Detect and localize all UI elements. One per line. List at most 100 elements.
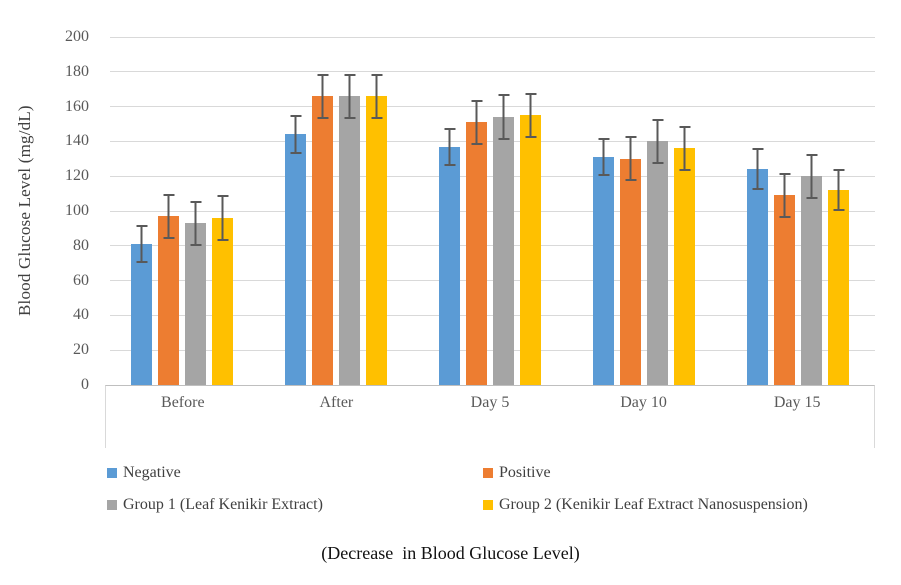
error-bar bbox=[290, 115, 301, 154]
bar bbox=[339, 96, 360, 385]
error-bar bbox=[217, 195, 228, 241]
gridline bbox=[110, 245, 875, 247]
error-bar bbox=[652, 118, 663, 165]
gridline bbox=[110, 36, 875, 38]
legend-swatch-icon bbox=[107, 500, 117, 510]
bar-groups bbox=[105, 37, 875, 385]
bar bbox=[674, 148, 695, 385]
y-tick-label: 180 bbox=[65, 62, 89, 80]
error-bar bbox=[163, 193, 174, 239]
y-tick-label: 20 bbox=[73, 341, 89, 359]
error-bar bbox=[444, 127, 455, 166]
x-category-label: Day 15 bbox=[773, 394, 821, 411]
legend-swatch-icon bbox=[107, 468, 117, 478]
gridline bbox=[110, 106, 875, 108]
bar bbox=[620, 158, 641, 385]
bar-slot bbox=[466, 37, 487, 385]
bar-slot bbox=[212, 37, 233, 385]
legend-item: Negative bbox=[107, 464, 483, 482]
bar bbox=[647, 141, 668, 385]
bar-slot bbox=[285, 37, 306, 385]
bar-slot bbox=[493, 37, 514, 385]
bar bbox=[212, 217, 233, 385]
bar-slot bbox=[593, 37, 614, 385]
bar bbox=[312, 96, 333, 385]
bar bbox=[747, 169, 768, 385]
bar-slot bbox=[520, 37, 541, 385]
y-tick-label: 140 bbox=[65, 132, 89, 150]
error-bar bbox=[679, 125, 690, 171]
bar-slot bbox=[439, 37, 460, 385]
x-category-label: Day 5 bbox=[470, 394, 510, 411]
legend-swatch-icon bbox=[483, 468, 493, 478]
bar bbox=[131, 244, 152, 385]
bar-slot bbox=[774, 37, 795, 385]
error-bar bbox=[779, 172, 790, 218]
bar-slot bbox=[828, 37, 849, 385]
bar bbox=[828, 190, 849, 385]
gridline bbox=[110, 210, 875, 212]
bar bbox=[774, 195, 795, 385]
y-tick-label: 60 bbox=[73, 271, 89, 289]
plot-area bbox=[105, 36, 875, 385]
bar-slot bbox=[366, 37, 387, 385]
bar bbox=[520, 115, 541, 385]
bar-slot bbox=[620, 37, 641, 385]
bar-group-day-15 bbox=[721, 37, 875, 385]
bar bbox=[593, 157, 614, 385]
x-category-label: After bbox=[319, 394, 354, 411]
legend-label: Group 2 (Kenikir Leaf Extract Nanosuspen… bbox=[499, 496, 808, 513]
bar-slot bbox=[185, 37, 206, 385]
error-bar bbox=[833, 169, 844, 211]
y-tick-label: 80 bbox=[73, 236, 89, 254]
bar-slot bbox=[647, 37, 668, 385]
bar bbox=[801, 176, 822, 385]
chart-caption: (Decrease in Blood Glucose Level) bbox=[321, 543, 580, 563]
gridline bbox=[110, 280, 875, 282]
bar bbox=[493, 117, 514, 385]
bar bbox=[439, 146, 460, 385]
bar bbox=[366, 96, 387, 385]
error-bar bbox=[525, 92, 536, 138]
y-tick-label: 0 bbox=[81, 376, 89, 393]
error-bar bbox=[190, 200, 201, 246]
bar-group-day-5 bbox=[413, 37, 567, 385]
gridline bbox=[110, 71, 875, 73]
bar-group-day-10 bbox=[567, 37, 721, 385]
error-bar bbox=[317, 73, 328, 119]
error-bar bbox=[498, 94, 509, 140]
legend-item: Positive bbox=[483, 464, 877, 482]
bar-group-before bbox=[105, 37, 259, 385]
bar bbox=[466, 122, 487, 385]
gridline bbox=[110, 175, 875, 177]
y-tick-label: 120 bbox=[65, 167, 89, 185]
error-bar bbox=[806, 153, 817, 199]
bar-slot bbox=[801, 37, 822, 385]
legend: Negative Positive Group 1 (Leaf Kenikir Ex… bbox=[107, 464, 877, 514]
bar bbox=[158, 216, 179, 385]
error-bar bbox=[136, 224, 147, 264]
bar bbox=[285, 134, 306, 385]
legend-label: Positive bbox=[499, 464, 551, 481]
x-category-label: Day 10 bbox=[620, 394, 667, 411]
legend-item: Group 2 (Kenikir Leaf Extract Nanosuspen… bbox=[483, 496, 877, 514]
legend-swatch-icon bbox=[483, 500, 493, 510]
gridline bbox=[110, 314, 875, 316]
error-bar bbox=[598, 137, 609, 177]
y-tick-label: 40 bbox=[73, 306, 89, 324]
y-axis-tick-labels: 0 20 40 60 80 100 120 140 160 180 200 bbox=[0, 28, 97, 393]
error-bar bbox=[625, 136, 636, 182]
legend-item: Group 1 (Leaf Kenikir Extract) bbox=[107, 496, 483, 514]
gridline bbox=[110, 349, 875, 351]
error-bar bbox=[471, 99, 482, 145]
y-tick-label: 100 bbox=[65, 202, 89, 219]
x-axis-label-strip: Before After Day 5 Day 10 Day 15 bbox=[105, 385, 875, 448]
x-category-label: Before bbox=[161, 394, 205, 411]
error-bar bbox=[344, 73, 355, 119]
bar-slot bbox=[158, 37, 179, 385]
error-bar bbox=[752, 148, 763, 191]
bar-slot bbox=[131, 37, 152, 385]
bar-group-after bbox=[259, 37, 413, 385]
legend-label: Group 1 (Leaf Kenikir Extract) bbox=[123, 496, 323, 513]
